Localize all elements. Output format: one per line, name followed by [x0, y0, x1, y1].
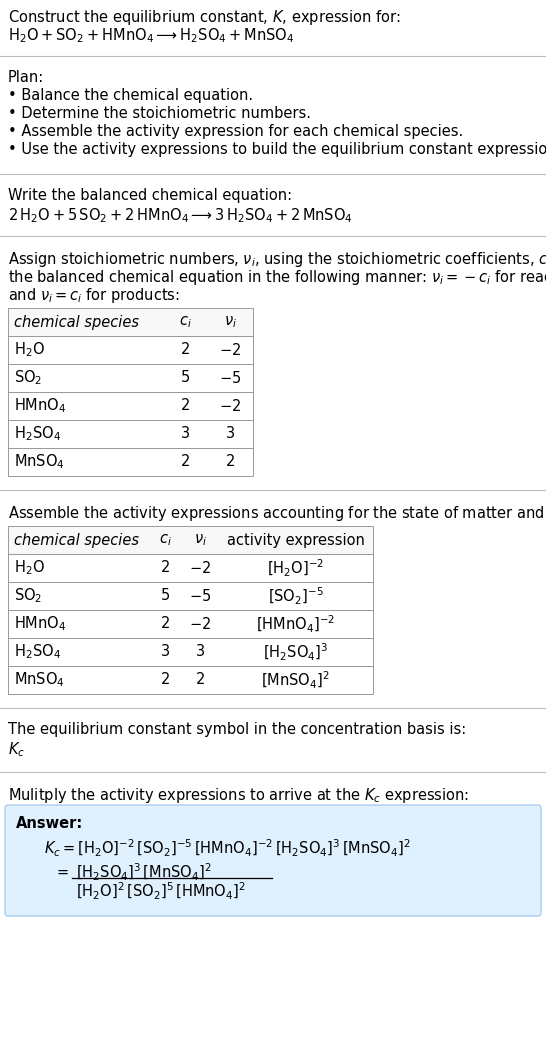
Text: $\mathrm{MnSO_4}$: $\mathrm{MnSO_4}$: [14, 671, 65, 690]
Text: $\mathrm{HMnO_4}$: $\mathrm{HMnO_4}$: [14, 615, 67, 633]
Bar: [8, 526, 373, 554]
Bar: [8, 336, 253, 364]
Text: $[\mathrm{SO_2}]^{-5}$: $[\mathrm{SO_2}]^{-5}$: [268, 585, 323, 607]
Text: Assemble the activity expressions accounting for the state of matter and $\nu_i$: Assemble the activity expressions accoun…: [8, 504, 546, 523]
Bar: [8, 638, 373, 665]
Text: the balanced chemical equation in the following manner: $\nu_i = -c_i$ for react: the balanced chemical equation in the fo…: [8, 269, 546, 287]
Bar: [8, 364, 253, 392]
Text: Mulitply the activity expressions to arrive at the $K_c$ expression:: Mulitply the activity expressions to arr…: [8, 786, 469, 804]
Text: =: =: [56, 865, 68, 879]
Text: $[\mathrm{HMnO_4}]^{-2}$: $[\mathrm{HMnO_4}]^{-2}$: [256, 614, 335, 635]
Bar: [8, 307, 253, 336]
Text: $[\mathrm{H_2SO_4}]^{3}$: $[\mathrm{H_2SO_4}]^{3}$: [263, 641, 328, 662]
Text: $[\mathrm{H_2SO_4}]^{3}\,[\mathrm{MnSO_4}]^{2}$: $[\mathrm{H_2SO_4}]^{3}\,[\mathrm{MnSO_4…: [76, 862, 212, 883]
Text: 2: 2: [181, 455, 190, 470]
Text: $\nu_i$: $\nu_i$: [224, 314, 237, 330]
Text: 5: 5: [161, 589, 170, 603]
Text: $\mathrm{H_2SO_4}$: $\mathrm{H_2SO_4}$: [14, 642, 61, 661]
Text: $-2$: $-2$: [189, 616, 211, 632]
Text: 2: 2: [161, 673, 170, 688]
Text: $\mathrm{H_2O}$: $\mathrm{H_2O}$: [14, 341, 45, 359]
Text: $\mathrm{SO_2}$: $\mathrm{SO_2}$: [14, 369, 43, 388]
Text: $-5$: $-5$: [219, 370, 242, 386]
Bar: [8, 665, 373, 694]
Text: 2: 2: [196, 673, 205, 688]
Text: $c_i$: $c_i$: [159, 532, 172, 548]
Bar: [8, 554, 373, 582]
Text: $-2$: $-2$: [189, 560, 211, 576]
Text: • Determine the stoichiometric numbers.: • Determine the stoichiometric numbers.: [8, 106, 311, 121]
Text: 2: 2: [161, 560, 170, 576]
Text: 2: 2: [181, 398, 190, 414]
Text: $\mathrm{H_2O}$: $\mathrm{H_2O}$: [14, 559, 45, 577]
Text: • Assemble the activity expression for each chemical species.: • Assemble the activity expression for e…: [8, 124, 463, 139]
Text: $-2$: $-2$: [219, 342, 241, 358]
Text: $-2$: $-2$: [219, 398, 241, 414]
Text: 3: 3: [226, 426, 235, 441]
Bar: [8, 420, 253, 448]
Text: $K_c = [\mathrm{H_2O}]^{-2}\,[\mathrm{SO_2}]^{-5}\,[\mathrm{HMnO_4}]^{-2}\,[\mat: $K_c = [\mathrm{H_2O}]^{-2}\,[\mathrm{SO…: [44, 838, 411, 859]
Bar: [8, 582, 373, 610]
Text: $[\mathrm{MnSO_4}]^{2}$: $[\mathrm{MnSO_4}]^{2}$: [261, 670, 330, 691]
Text: $c_i$: $c_i$: [179, 314, 192, 330]
Text: Answer:: Answer:: [16, 816, 83, 831]
Text: Assign stoichiometric numbers, $\nu_i$, using the stoichiometric coefficients, $: Assign stoichiometric numbers, $\nu_i$, …: [8, 250, 546, 269]
Text: $-5$: $-5$: [189, 588, 212, 604]
Text: $\nu_i$: $\nu_i$: [194, 532, 207, 548]
Text: $[\mathrm{H_2O}]^{2}\,[\mathrm{SO_2}]^{5}\,[\mathrm{HMnO_4}]^{2}$: $[\mathrm{H_2O}]^{2}\,[\mathrm{SO_2}]^{5…: [76, 881, 246, 902]
Text: chemical species: chemical species: [14, 533, 139, 548]
Text: 3: 3: [196, 644, 205, 659]
Text: 2: 2: [181, 342, 190, 358]
Text: Construct the equilibrium constant, $K$, expression for:: Construct the equilibrium constant, $K$,…: [8, 8, 401, 27]
Text: 3: 3: [181, 426, 190, 441]
Bar: [8, 448, 253, 476]
Text: • Use the activity expressions to build the equilibrium constant expression.: • Use the activity expressions to build …: [8, 142, 546, 157]
Text: Plan:: Plan:: [8, 69, 44, 85]
Text: 2: 2: [226, 455, 235, 470]
Text: The equilibrium constant symbol in the concentration basis is:: The equilibrium constant symbol in the c…: [8, 722, 466, 737]
FancyBboxPatch shape: [5, 804, 541, 916]
Text: 3: 3: [161, 644, 170, 659]
Text: $\mathrm{2\,H_2O + 5\,SO_2 + 2\,HMnO_4 \longrightarrow 3\,H_2SO_4 + 2\,MnSO_4}$: $\mathrm{2\,H_2O + 5\,SO_2 + 2\,HMnO_4 \…: [8, 206, 353, 224]
Text: $\mathrm{SO_2}$: $\mathrm{SO_2}$: [14, 587, 43, 605]
Text: $\mathrm{HMnO_4}$: $\mathrm{HMnO_4}$: [14, 397, 67, 415]
Text: $K_c$: $K_c$: [8, 740, 25, 759]
Text: 2: 2: [161, 616, 170, 632]
Text: chemical species: chemical species: [14, 315, 139, 330]
Text: 5: 5: [181, 371, 190, 385]
Text: • Balance the chemical equation.: • Balance the chemical equation.: [8, 88, 253, 103]
Text: $\mathrm{H_2O + SO_2 + HMnO_4 \longrightarrow H_2SO_4 + MnSO_4}$: $\mathrm{H_2O + SO_2 + HMnO_4 \longright…: [8, 26, 294, 44]
Text: $\mathrm{MnSO_4}$: $\mathrm{MnSO_4}$: [14, 453, 65, 472]
Text: activity expression: activity expression: [227, 533, 364, 548]
Bar: [8, 392, 253, 420]
Text: $\mathrm{H_2SO_4}$: $\mathrm{H_2SO_4}$: [14, 424, 61, 443]
Text: and $\nu_i = c_i$ for products:: and $\nu_i = c_i$ for products:: [8, 286, 180, 305]
Text: Write the balanced chemical equation:: Write the balanced chemical equation:: [8, 188, 292, 203]
Bar: [8, 610, 373, 638]
Text: $[\mathrm{H_2O}]^{-2}$: $[\mathrm{H_2O}]^{-2}$: [267, 557, 324, 578]
